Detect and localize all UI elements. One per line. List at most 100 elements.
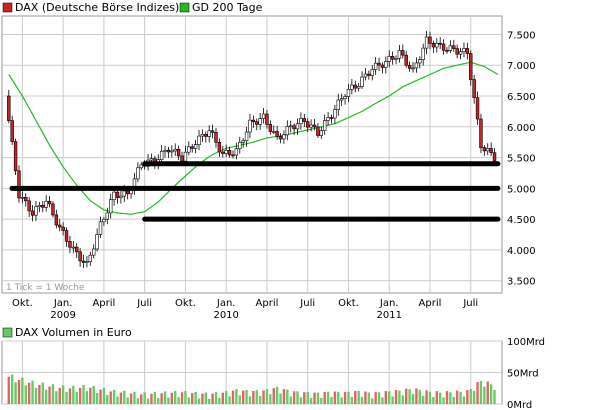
- y-tick-label: 5.000: [507, 184, 536, 195]
- volume-legend-swatch: [2, 327, 13, 338]
- candle-body: [30, 210, 35, 216]
- volume-bar: [201, 393, 204, 404]
- candle-body: [322, 120, 327, 131]
- volume-bar: [354, 390, 357, 404]
- candle-body: [34, 206, 38, 216]
- candle-body: [61, 226, 65, 231]
- volume-bar: [442, 397, 445, 404]
- volume-bar: [299, 397, 303, 404]
- moving-average: [8, 61, 499, 215]
- candle-body: [129, 190, 133, 195]
- candle-body: [81, 260, 86, 263]
- volume-bar: [102, 387, 106, 404]
- x-tick-label: Jan.: [216, 298, 236, 309]
- volume-bar: [231, 390, 235, 404]
- candle-body: [299, 118, 303, 125]
- volume-bar: [248, 396, 252, 404]
- candle-body: [373, 62, 378, 70]
- volume-bar: [109, 391, 112, 404]
- volume-plot: [1, 340, 503, 405]
- volume-bar: [157, 398, 160, 404]
- candle-body: [207, 130, 211, 137]
- volume-y-tick-label: 100Mrd: [507, 337, 545, 348]
- candle-body: [465, 48, 470, 54]
- volume-bar: [493, 389, 496, 404]
- candle-body: [227, 150, 232, 156]
- volume-bar: [391, 396, 394, 404]
- candle-body: [119, 195, 123, 198]
- candle-body: [258, 118, 262, 125]
- candle-body: [85, 261, 89, 263]
- candle-body: [486, 148, 490, 152]
- volume-bar: [466, 390, 469, 404]
- candle-body: [41, 205, 45, 208]
- candle-body: [7, 95, 11, 121]
- volume-bar: [435, 391, 438, 404]
- candle-body: [122, 190, 126, 197]
- volume-bar: [309, 398, 313, 404]
- candle-body: [108, 199, 113, 214]
- volume-bar: [415, 388, 418, 404]
- ma-legend-swatch: [179, 2, 190, 13]
- candle-body: [268, 124, 273, 132]
- candle-body: [125, 190, 130, 195]
- candle-body: [47, 200, 52, 205]
- volume-bar: [238, 395, 241, 404]
- volume-bar: [313, 392, 316, 404]
- volume-bar: [388, 391, 391, 404]
- candle-body: [289, 125, 293, 128]
- candle-body: [401, 50, 405, 56]
- candle-body: [265, 113, 269, 125]
- volume-bar: [194, 392, 197, 404]
- candle-body: [390, 56, 395, 60]
- candle-body: [197, 135, 201, 146]
- volume-bar: [112, 389, 116, 404]
- volume-bar: [51, 384, 55, 404]
- candle-body: [241, 140, 245, 143]
- x-tick-label: April: [92, 298, 115, 309]
- candle-body: [98, 221, 103, 235]
- x-tick-label: Jan.: [379, 298, 399, 309]
- legend: DAX (Deutsche Börse Indizes) GD 200 Tage: [2, 1, 263, 14]
- candle-body: [326, 117, 330, 121]
- volume-bar: [489, 384, 493, 404]
- candle-body: [306, 121, 310, 128]
- volume-bar: [245, 390, 248, 404]
- volume-bar: [48, 386, 51, 404]
- volume-bar: [340, 397, 343, 404]
- candle-body: [384, 61, 388, 68]
- candle-body: [387, 56, 391, 62]
- candle-body: [414, 62, 419, 69]
- candle-body: [10, 120, 14, 142]
- volume-bars: [7, 374, 496, 404]
- volume-bar: [10, 374, 14, 404]
- volume-bar: [224, 390, 228, 404]
- volume-bar: [123, 390, 126, 404]
- volume-bar: [160, 393, 163, 404]
- volume-y-axis: 0Mrd 50Mrd 100Mrd: [507, 337, 545, 410]
- candle-body: [136, 167, 140, 180]
- candle-body: [44, 200, 48, 208]
- volume-bar: [330, 397, 333, 404]
- y-tick-label: 7.500: [507, 30, 536, 41]
- volume-bar: [367, 392, 371, 404]
- volume-bar: [418, 390, 421, 404]
- volume-bar: [170, 392, 174, 404]
- candle-body: [441, 43, 446, 51]
- volume-bar: [221, 392, 224, 404]
- candle-body: [424, 36, 429, 49]
- volume-bar: [126, 397, 129, 404]
- candle-body: [438, 42, 442, 45]
- volume-bar: [462, 396, 466, 404]
- candle-body: [149, 158, 154, 161]
- candle-body: [336, 99, 340, 111]
- volume-bar: [421, 395, 425, 404]
- candle-body: [163, 149, 167, 152]
- candle-body: [27, 200, 31, 212]
- candle-body: [221, 151, 225, 154]
- candle-body: [312, 124, 317, 128]
- candle-body: [71, 246, 76, 249]
- candle-body: [105, 212, 109, 220]
- volume-bar: [255, 390, 258, 404]
- candle-body: [343, 96, 347, 99]
